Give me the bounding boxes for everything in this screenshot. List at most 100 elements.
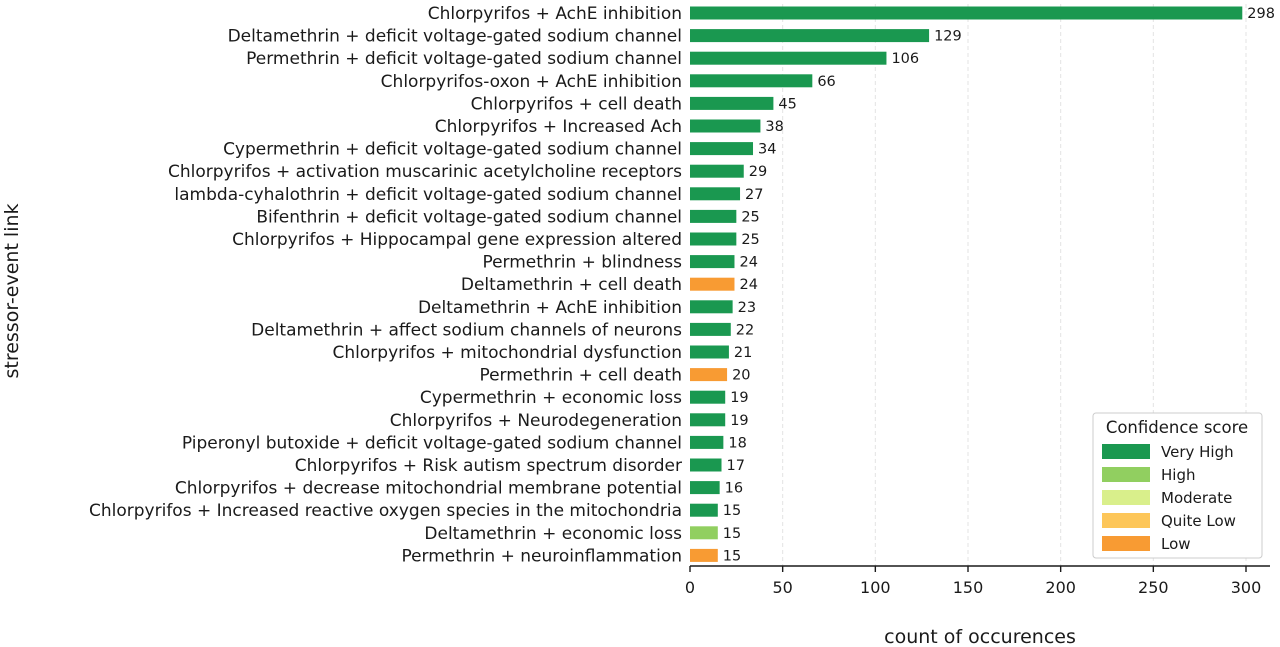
bar	[690, 345, 729, 359]
value-label: 24	[739, 255, 757, 271]
value-label: 106	[891, 51, 919, 67]
value-label: 24	[739, 277, 757, 293]
category-label: Chlorpyrifos + activation muscarinic ace…	[168, 162, 682, 182]
legend-swatch	[1102, 536, 1150, 551]
value-label: 15	[723, 503, 741, 519]
bar	[690, 142, 754, 156]
x-axis-title: count of occurences	[884, 626, 1076, 647]
bar	[690, 277, 735, 291]
x-tick-label: 150	[953, 578, 984, 597]
legend-label: Quite Low	[1161, 512, 1236, 530]
value-label: 25	[741, 209, 759, 225]
category-label: Deltamethrin + affect sodium channels of…	[251, 320, 682, 340]
bars	[690, 6, 1243, 562]
category-label: Cypermethrin + economic loss	[420, 388, 682, 408]
bar	[690, 96, 774, 110]
category-label: Chlorpyrifos + cell death	[471, 94, 682, 114]
x-tick-label: 100	[860, 578, 891, 597]
legend-label: Very High	[1161, 443, 1234, 461]
value-label: 298	[1247, 6, 1275, 22]
category-label: Chlorpyrifos + AchE inhibition	[428, 4, 682, 24]
category-label: Chlorpyrifos + Risk autism spectrum diso…	[295, 456, 682, 476]
value-label: 15	[723, 526, 741, 542]
category-label: Permethrin + blindness	[482, 253, 682, 273]
category-label: Bifenthrin + deficit voltage-gated sodiu…	[256, 207, 682, 227]
bar	[690, 232, 737, 246]
x-axis: 0 50 100 150 200 250 300	[685, 565, 1270, 597]
legend-label: Low	[1161, 535, 1191, 553]
value-label: 129	[934, 29, 962, 45]
bar	[690, 6, 1243, 20]
category-label: Chlorpyrifos + Hippocampal gene expressi…	[232, 230, 682, 250]
category-label: Permethrin + neuroinflammation	[401, 546, 682, 566]
value-label: 22	[736, 322, 754, 338]
grid-lines	[782, 4, 1247, 566]
value-labels: 298 129 106 66 45 38 34 29 27 25 25 24 24 23 22 21 20 19 1…	[723, 6, 1275, 564]
value-label: 17	[727, 458, 745, 474]
value-label: 34	[758, 142, 776, 158]
value-label: 19	[730, 390, 748, 406]
value-label: 29	[749, 164, 767, 180]
legend-swatch	[1102, 444, 1150, 459]
category-label: Chlorpyrifos + mitochondrial dysfunction	[333, 343, 682, 363]
value-label: 19	[730, 413, 748, 429]
category-label: Chlorpyrifos-oxon + AchE inhibition	[381, 72, 682, 92]
bar	[690, 413, 726, 427]
bar	[690, 322, 731, 336]
bar	[690, 209, 737, 223]
legend-swatch	[1102, 513, 1150, 528]
category-label: Permethrin + cell death	[479, 366, 682, 386]
value-label: 27	[745, 187, 763, 203]
bar	[690, 74, 813, 88]
category-label: Cypermethrin + deficit voltage-gated sod…	[223, 140, 682, 160]
bar	[690, 368, 728, 382]
category-label: lambda-cyhalothrin + deficit voltage-gat…	[174, 185, 682, 205]
category-label: Chlorpyrifos + Increased reactive oxygen…	[89, 501, 682, 521]
category-label: Piperonyl butoxide + deficit voltage-gat…	[182, 433, 682, 453]
category-label: Chlorpyrifos + Increased Ach	[435, 117, 682, 137]
category-label: Chlorpyrifos + decrease mitochondrial me…	[175, 479, 682, 499]
bar	[690, 390, 726, 404]
legend-label: Moderate	[1161, 489, 1232, 507]
bar	[690, 458, 722, 472]
legend-title: Confidence score	[1106, 418, 1248, 437]
category-label: Permethrin + deficit voltage-gated sodiu…	[246, 49, 682, 69]
bar	[690, 51, 887, 65]
category-labels: Chlorpyrifos + AchE inhibition Deltamethr…	[89, 4, 682, 566]
bar	[690, 300, 733, 314]
value-label: 38	[765, 119, 783, 135]
x-tick-label: 300	[1231, 578, 1262, 597]
bar	[690, 164, 744, 178]
legend: Confidence score Very High High Moderate Qu…	[1092, 412, 1263, 559]
x-tick-label: 250	[1138, 578, 1169, 597]
bar	[690, 481, 720, 495]
value-label: 16	[725, 481, 743, 497]
bar	[690, 119, 761, 133]
x-tick-label: 50	[772, 578, 792, 597]
bar	[690, 503, 718, 517]
category-label: Deltamethrin + cell death	[461, 275, 682, 295]
value-label: 25	[741, 232, 759, 248]
bar	[690, 548, 718, 562]
value-label: 23	[738, 300, 756, 316]
value-label: 21	[734, 345, 752, 361]
category-label: Deltamethrin + deficit voltage-gated sod…	[228, 27, 682, 47]
legend-swatch	[1102, 467, 1150, 482]
x-tick-label: 200	[1045, 578, 1076, 597]
category-label: Deltamethrin + economic loss	[424, 524, 682, 544]
value-label: 45	[778, 96, 796, 112]
y-axis-title: stressor-event link	[1, 203, 23, 378]
bar	[690, 255, 735, 269]
value-label: 18	[728, 435, 746, 451]
value-label: 20	[732, 368, 750, 384]
bar	[690, 526, 718, 540]
bar	[690, 435, 724, 449]
category-label: Deltamethrin + AchE inhibition	[418, 298, 682, 318]
value-label: 15	[723, 548, 741, 564]
legend-label: High	[1161, 466, 1195, 484]
bar	[690, 29, 930, 43]
value-label: 66	[817, 74, 835, 90]
category-label: Chlorpyrifos + Neurodegeneration	[390, 411, 682, 431]
x-tick-label: 0	[685, 578, 695, 597]
